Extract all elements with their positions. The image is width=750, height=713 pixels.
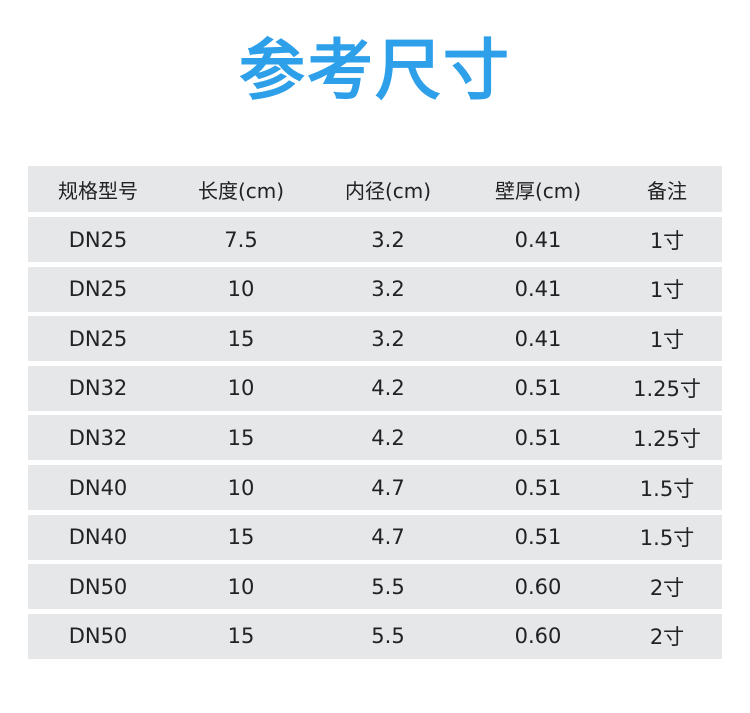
header-length: 长度(cm): [197, 178, 285, 203]
cell-inner-diameter: 3.2: [371, 326, 405, 351]
header-inner-diameter: 内径(cm): [344, 178, 432, 203]
cell-wall-thickness: 0.51: [514, 425, 562, 450]
cell-length: 15: [227, 425, 255, 450]
table-row: DN40 10 4.7 0.51 1.5寸: [28, 465, 722, 510]
header-note: 备注: [647, 178, 687, 203]
cell-wall-thickness: 0.41: [514, 326, 562, 351]
cell-note: 1寸: [649, 327, 685, 352]
table-row: DN50 15 5.5 0.60 2寸: [28, 613, 722, 659]
table-row: DN32 10 4.2 0.51 1.25寸: [28, 365, 722, 411]
cell-note: 1.25寸: [633, 426, 701, 451]
cell-wall-thickness: 0.51: [514, 376, 562, 401]
cell-note: 2寸: [649, 625, 685, 650]
table-header-row: 规格型号 长度(cm) 内径(cm) 壁厚(cm) 备注: [28, 166, 722, 212]
cell-inner-diameter: 5.5: [371, 574, 405, 599]
cell-length: 10: [227, 376, 255, 401]
cell-model: DN32: [68, 425, 128, 450]
cell-note: 1.5寸: [639, 476, 695, 501]
header-wall-thickness: 壁厚(cm): [494, 178, 582, 203]
cell-inner-diameter: 4.2: [371, 425, 405, 450]
cell-inner-diameter: 5.5: [371, 624, 405, 649]
table-row: DN40 15 4.7 0.51 1.5寸: [28, 514, 722, 560]
cell-model: DN50: [68, 574, 128, 599]
cell-length: 10: [227, 475, 255, 500]
cell-note: 2寸: [649, 575, 685, 600]
cell-inner-diameter: 4.7: [371, 475, 405, 500]
cell-length: 10: [227, 277, 255, 302]
cell-inner-diameter: 4.2: [371, 376, 405, 401]
cell-model: DN25: [68, 277, 128, 302]
cell-model: DN25: [68, 227, 128, 252]
cell-model: DN32: [68, 376, 128, 401]
cell-wall-thickness: 0.41: [514, 227, 562, 252]
cell-length: 15: [227, 624, 255, 649]
header-model: 规格型号: [58, 178, 138, 203]
cell-model: DN25: [68, 326, 128, 351]
cell-length: 10: [227, 574, 255, 599]
cell-note: 1.25寸: [633, 377, 701, 402]
table-row: DN25 15 3.2 0.41 1寸: [28, 316, 722, 362]
cell-note: 1寸: [649, 228, 685, 253]
cell-note: 1.5寸: [639, 526, 695, 551]
cell-wall-thickness: 0.41: [514, 277, 562, 302]
table-row: DN25 10 3.2 0.41 1寸: [28, 266, 722, 312]
cell-length: 15: [227, 525, 255, 550]
cell-length: 7.5: [224, 227, 258, 252]
cell-length: 15: [227, 326, 255, 351]
cell-wall-thickness: 0.60: [514, 574, 562, 599]
cell-model: DN40: [68, 475, 128, 500]
cell-wall-thickness: 0.51: [514, 525, 562, 550]
cell-model: DN40: [68, 525, 128, 550]
page-title: 参考尺寸: [239, 32, 511, 109]
table-row: DN50 10 5.5 0.60 2寸: [28, 564, 722, 610]
cell-wall-thickness: 0.51: [514, 475, 562, 500]
table-row: DN32 15 4.2 0.51 1.25寸: [28, 415, 722, 461]
cell-model: DN50: [68, 624, 128, 649]
cell-inner-diameter: 3.2: [371, 277, 405, 302]
cell-inner-diameter: 4.7: [371, 525, 405, 550]
cell-note: 1寸: [649, 278, 685, 303]
cell-wall-thickness: 0.60: [514, 624, 562, 649]
table-row: DN25 7.5 3.2 0.41 1寸: [28, 217, 722, 262]
cell-inner-diameter: 3.2: [371, 227, 405, 252]
